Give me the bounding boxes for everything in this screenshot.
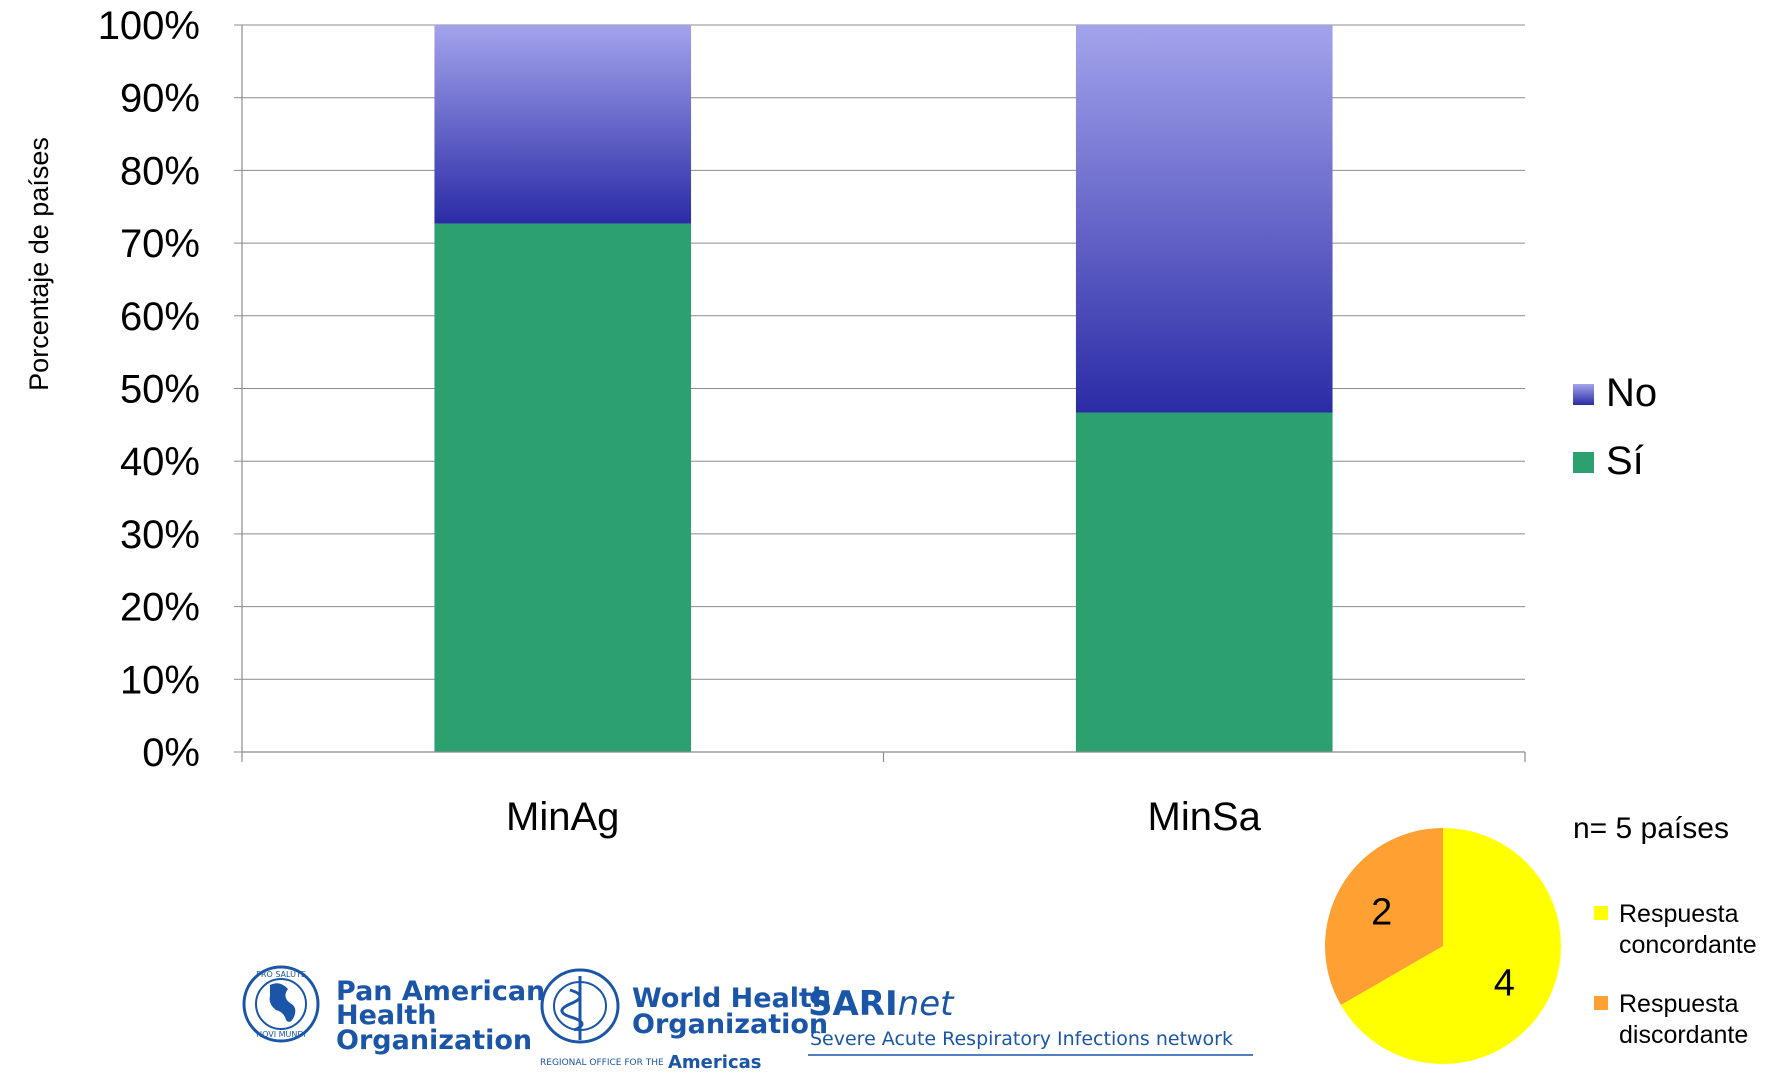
legend-label-si: Sí: [1606, 439, 1644, 483]
paho-logo: PRO SALUTE NOVI MUNDI Pan American Healt…: [242, 965, 545, 1056]
svg-text:REGIONAL OFFICE FOR THE: REGIONAL OFFICE FOR THE: [540, 1058, 664, 1068]
bar-minsa-si: [1075, 412, 1333, 752]
svg-text:PRO SALUTE: PRO SALUTE: [256, 970, 306, 979]
y-tick-label: 80%: [120, 149, 200, 193]
y-tick-label: 40%: [120, 440, 200, 484]
bar-legend: No Sí: [1573, 371, 1657, 483]
y-tick-label: 20%: [120, 586, 200, 630]
pie-legend-swatch-1: [1594, 996, 1608, 1010]
svg-text:Health: Health: [336, 1000, 437, 1031]
y-tick-label: 90%: [120, 77, 200, 121]
pie-legend-label-0: Respuesta concordante: [1619, 900, 1757, 959]
pie-legend-label-1: Respuesta discordante: [1619, 990, 1748, 1049]
legend-swatch-si: [1573, 452, 1594, 473]
sarinet-logo: SARInet Severe Acute Respiratory Infecti…: [808, 984, 1253, 1056]
y-tick-label: 0%: [142, 731, 200, 775]
x-tick-label: MinAg: [506, 795, 619, 839]
pie-slice-0: [1340, 828, 1562, 1064]
bar-minag-no: [434, 25, 692, 224]
who-logo: World Health Organization REGIONAL OFFIC…: [540, 968, 831, 1073]
pie-chart: 42: [1325, 827, 1562, 1064]
legend-label-no: No: [1606, 371, 1657, 415]
pie-data-label: 4: [1494, 962, 1515, 1004]
pie-data-label: 2: [1371, 892, 1392, 934]
svg-text:Organization: Organization: [336, 1025, 532, 1056]
y-axis-label: Porcentaje de países: [24, 137, 54, 391]
svg-text:NOVI MUNDI: NOVI MUNDI: [256, 1030, 306, 1039]
svg-text:Organization: Organization: [632, 1009, 828, 1040]
pie-legend: Respuesta concordante Respuesta discordante: [1594, 900, 1757, 1049]
legend-swatch-no: [1573, 384, 1594, 405]
x-tick-labels: MinAg MinSa: [506, 795, 1262, 839]
y-tick-label: 10%: [120, 658, 200, 702]
bar-series: [434, 25, 1333, 752]
y-tick-label: 30%: [120, 513, 200, 557]
y-tick-label: 50%: [120, 368, 200, 412]
axes: [241, 25, 1526, 762]
who-emblem-icon: [540, 968, 620, 1044]
y-tick-labels: 0% 10% 20% 30% 40% 50% 60% 70% 80% 90% 100%: [98, 4, 200, 775]
pie-slice-1: [1325, 827, 1443, 1005]
svg-text:SARInet: SARInet: [808, 984, 955, 1024]
y-tick-label: 70%: [120, 222, 200, 266]
pie-legend-swatch-0: [1594, 906, 1608, 920]
y-tick-label: 60%: [120, 295, 200, 339]
svg-text:World Health: World Health: [632, 983, 831, 1014]
x-tick-label: MinSa: [1148, 795, 1262, 839]
pie-sample-note: n= 5 países: [1573, 812, 1729, 845]
bar-minsa-no: [1075, 25, 1333, 413]
svg-text:Americas: Americas: [668, 1052, 761, 1073]
y-tick-label: 100%: [98, 4, 200, 48]
svg-text:Pan American: Pan American: [336, 976, 545, 1007]
svg-text:Severe Acute Respiratory Infec: Severe Acute Respiratory Infections netw…: [810, 1028, 1233, 1050]
bar-minag-si: [434, 223, 692, 752]
